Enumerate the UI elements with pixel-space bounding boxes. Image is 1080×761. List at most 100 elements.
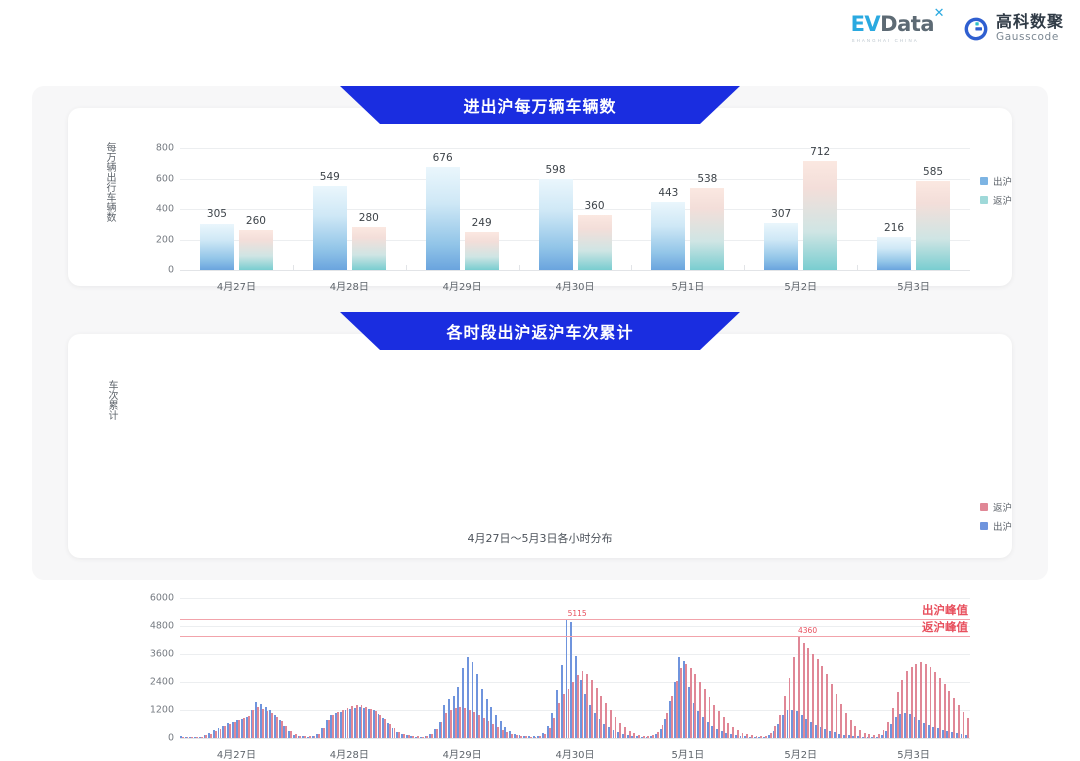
chart-1-legend-item[interactable]: 返沪 xyxy=(980,193,1012,207)
chart-1-bar-value: 280 xyxy=(358,212,379,225)
evdata-x-icon: ✕ xyxy=(933,6,945,21)
chart-1-legend-swatch xyxy=(980,196,988,204)
chart-2-bar xyxy=(210,733,212,738)
chart-2-bar xyxy=(736,730,739,738)
gausscode-en-name: Gausscode xyxy=(995,31,1059,44)
chart-2-legend-item[interactable]: 出沪 xyxy=(980,519,1012,533)
chart-2-bar xyxy=(670,695,673,738)
chart-2-bar xyxy=(228,723,231,738)
chart-2-x-tick: 4月30日 xyxy=(555,750,595,761)
chart-2-annotation-line-back-peak xyxy=(180,636,970,638)
gausscode-logo: 高科数聚 Gausscode xyxy=(963,14,1064,43)
chart-1-y-tick: 0 xyxy=(167,264,174,276)
page-header: EVData ✕ SHANGHAI CHINA 高科数聚 Gausscode xyxy=(0,0,1080,62)
chart-1-bar-value: 538 xyxy=(697,172,718,185)
chart-2-bar xyxy=(459,707,462,738)
chart-2-bar xyxy=(492,724,495,738)
chart-2-y-tick: 4800 xyxy=(149,620,174,632)
chart-2-bar xyxy=(741,732,744,738)
chart-1-gridline xyxy=(180,148,970,149)
chart-1-title: 进出沪每万辆车辆数 xyxy=(463,97,617,116)
chart-2-bar xyxy=(548,728,551,738)
chart-2-bar xyxy=(355,704,358,738)
chart-2-bar xyxy=(924,663,927,738)
chart-2-bar xyxy=(440,722,443,738)
chart-2-bar xyxy=(699,681,702,738)
chart-1-x-tick: 4月29日 xyxy=(442,282,482,293)
chart-2-bar xyxy=(233,721,236,738)
chart-1-title-banner: 进出沪每万辆车辆数 xyxy=(340,86,740,124)
chart-2-bar xyxy=(332,714,335,738)
chart-2-bar xyxy=(939,677,941,738)
chart-1-bar-value: 676 xyxy=(432,151,453,164)
chart-2-legend-label: 返沪 xyxy=(993,503,1013,514)
chart-2-bar xyxy=(967,718,970,738)
chart-1-bar-value: 260 xyxy=(245,215,266,228)
chart-2-bar xyxy=(346,707,349,738)
chart-2-bar xyxy=(252,710,255,738)
chart-1-bar xyxy=(651,202,686,270)
chart-2-bar xyxy=(844,712,847,738)
chart-2-bar xyxy=(783,696,786,738)
chart-2-bar xyxy=(544,733,546,738)
chart-2-bar xyxy=(581,671,584,738)
chart-2-bar xyxy=(887,721,890,738)
chart-2-legend-swatch xyxy=(980,503,988,511)
chart-1-legend-item[interactable]: 出沪 xyxy=(980,174,1012,188)
chart-2-bar xyxy=(727,722,730,738)
chart-2-y-tick: 0 xyxy=(167,732,174,744)
chart-1-gridline xyxy=(180,178,970,180)
chart-2-bar xyxy=(793,656,796,738)
chart-2-bar xyxy=(558,703,560,738)
chart-2-bar xyxy=(647,736,650,738)
chart-2-bar xyxy=(247,715,250,738)
evdata-subline: SHANGHAI CHINA xyxy=(851,38,919,43)
chart-2-bar xyxy=(774,726,777,738)
chart-1-bar xyxy=(764,223,799,270)
chart-1-bar-value: 307 xyxy=(771,208,792,221)
chart-2-bar xyxy=(534,736,537,738)
chart-2-legend-swatch xyxy=(980,522,988,530)
chart-2-bar xyxy=(261,708,264,738)
chart-2-bar xyxy=(576,675,579,738)
chart-2-bar xyxy=(920,662,923,738)
chart-2-bar xyxy=(299,735,302,738)
chart-2-bar xyxy=(614,717,617,738)
chart-2-bar xyxy=(802,643,805,738)
chart-2-y-tick: 6000 xyxy=(149,592,174,604)
chart-2-legend-item[interactable]: 返沪 xyxy=(980,500,1012,514)
chart-2-annotation-label-out-peak: 出沪峰值 xyxy=(922,602,968,617)
chart-2-bar xyxy=(717,711,720,738)
logo-divider xyxy=(948,16,949,42)
chart-1-group-separator xyxy=(857,265,859,270)
chart-2-bar xyxy=(322,727,325,738)
chart-2-bar xyxy=(520,735,523,738)
chart-2-title: 各时段出沪返沪车次累计 xyxy=(446,323,634,342)
chart-2-bar xyxy=(341,709,344,738)
chart-2-x-tick: 5月2日 xyxy=(784,750,818,761)
chart-2-bar xyxy=(562,694,565,738)
chart-2-bar xyxy=(812,653,814,738)
chart-1-y-axis-title: 每万辆出行车辆数 xyxy=(104,142,115,222)
chart-2-bar xyxy=(379,715,382,738)
evdata-wordmark-data: Data xyxy=(880,12,934,36)
chart-2-bar xyxy=(496,727,499,738)
chart-2-bar xyxy=(572,682,575,738)
gausscode-cn-name: 高科数聚 xyxy=(995,12,1064,32)
chart-1-bar-value: 598 xyxy=(545,163,566,176)
chart-2-bar xyxy=(511,733,513,738)
chart-2-bar xyxy=(478,715,481,738)
chart-2-bar xyxy=(896,691,899,738)
chart-1-bar-value: 249 xyxy=(471,217,492,230)
chart-2-bar xyxy=(713,704,716,738)
evdata-logo: EVData ✕ SHANGHAI CHINA xyxy=(851,7,945,43)
chart-2-bar xyxy=(746,734,749,738)
chart-1-gridline xyxy=(180,209,970,210)
chart-2-bar xyxy=(464,708,466,738)
chart-2-bar xyxy=(285,726,288,738)
chart-1-bar xyxy=(803,161,838,270)
chart-2-bar xyxy=(196,737,198,738)
chart-2-gridline xyxy=(180,626,970,627)
chart-2-bar xyxy=(868,734,871,738)
chart-2-bar xyxy=(910,666,913,738)
